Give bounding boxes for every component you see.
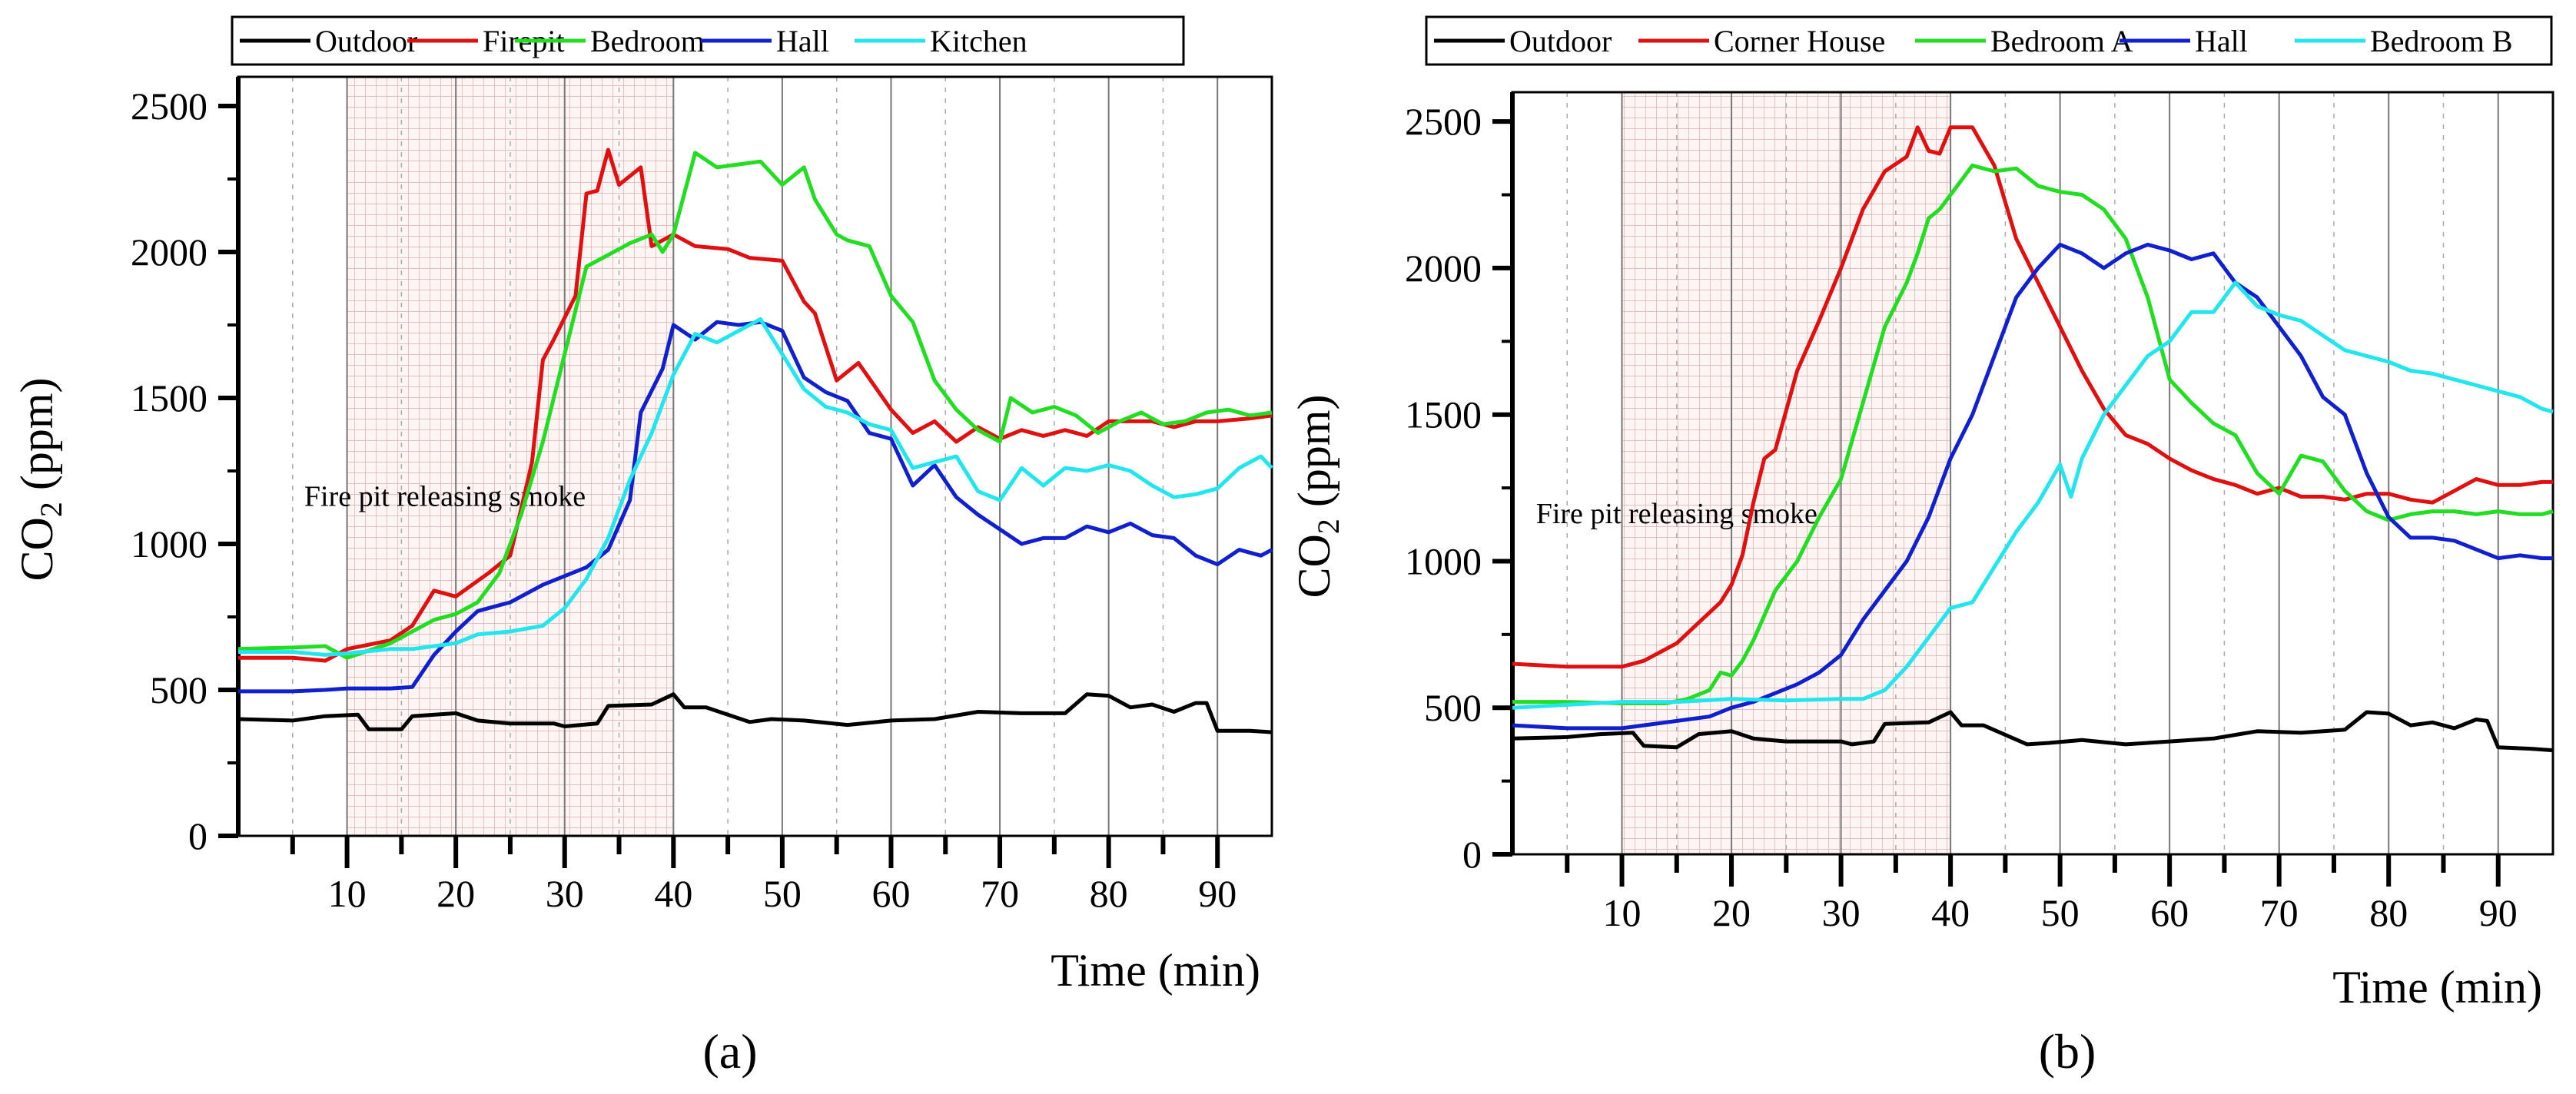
y-tick-label: 0 [1462,833,1482,876]
x-tick-label: 30 [546,872,584,915]
legend-label: Corner House [1714,24,1885,58]
y-tick-label: 500 [150,668,207,711]
series-line-corner-house [1512,125,2553,669]
x-tick-label: 90 [1198,872,1237,915]
x-tick-label: 50 [763,872,802,915]
legend-label: Outdoor [1509,24,1612,58]
legend: Outdoor Corner House Bedroom A Hall Bedroom … [1425,15,2553,66]
legend: Outdoor Firepit Bedroom Hall Kitchen [231,15,1185,66]
legend-label: Hall [776,24,829,58]
x-axis-label: Time (min) [2332,962,2542,1013]
series-line-outdoor [1512,710,2554,753]
y-tick-label: 1000 [131,522,207,565]
x-tick-label: 30 [1822,891,1861,934]
legend-label: Bedroom [590,24,705,58]
series-line-hall [238,320,1273,694]
x-tick-label: 70 [2260,891,2299,934]
y-tick-label: 2000 [131,230,207,274]
x-tick-label: 70 [981,872,1019,915]
y-axis-label: CO2 (ppm) [12,378,68,582]
y-tick-label: 1500 [1405,393,1482,436]
series-line-kitchen [238,317,1273,657]
x-axis-label: Time (min) [1051,945,1260,996]
annotation-text: Fire pit releasing smoke [304,481,586,513]
legend-label: Outdoor [315,24,417,58]
legend-label: Hall [2195,24,2248,58]
x-tick-label: 20 [1712,891,1751,934]
annotation-text: Fire pit releasing smoke [1536,498,1817,530]
y-tick-label: 500 [1424,686,1482,729]
series-line-bedroom-a [1512,163,2554,705]
x-tick-label: 10 [328,872,367,915]
series-line-bedroom-b [1512,280,2554,710]
y-tick-label: 2000 [1405,247,1482,290]
panel-a: Fire pit releasing smoke 10 20 30 40 50 60 70 80… [12,15,1273,1079]
y-tick-label: 0 [188,814,207,857]
x-tick-label: 20 [437,872,475,915]
x-tick-label: 60 [871,872,910,915]
panel-label: (a) [702,1024,757,1079]
x-tick-label: 80 [2369,891,2408,934]
panel-label: (b) [2039,1024,2096,1079]
legend-label: Kitchen [930,24,1027,58]
y-tick-label: 2500 [131,85,207,128]
x-tick-label: 80 [1090,872,1128,915]
panel-b: Fire pit releasing smoke 10 20 30 40 50 60 70 80… [1289,15,2554,1079]
x-tick-label: 10 [1603,891,1642,934]
legend-label: Bedroom A [1990,24,2133,58]
series-line-bedroom [237,151,1273,660]
x-tick-label: 40 [654,872,692,915]
x-tick-label: 90 [2479,891,2518,934]
y-axis-label: CO2 (ppm) [1289,395,1346,598]
x-tick-label: 60 [2150,891,2189,934]
y-tick-label: 1500 [131,376,207,419]
legend-label: Bedroom B [2370,24,2513,58]
x-tick-label: 40 [1931,891,1970,934]
y-tick-label: 1000 [1405,539,1482,582]
y-tick-label: 2500 [1405,100,1482,143]
series-line-outdoor [237,692,1273,734]
x-tick-label: 50 [2041,891,2080,934]
